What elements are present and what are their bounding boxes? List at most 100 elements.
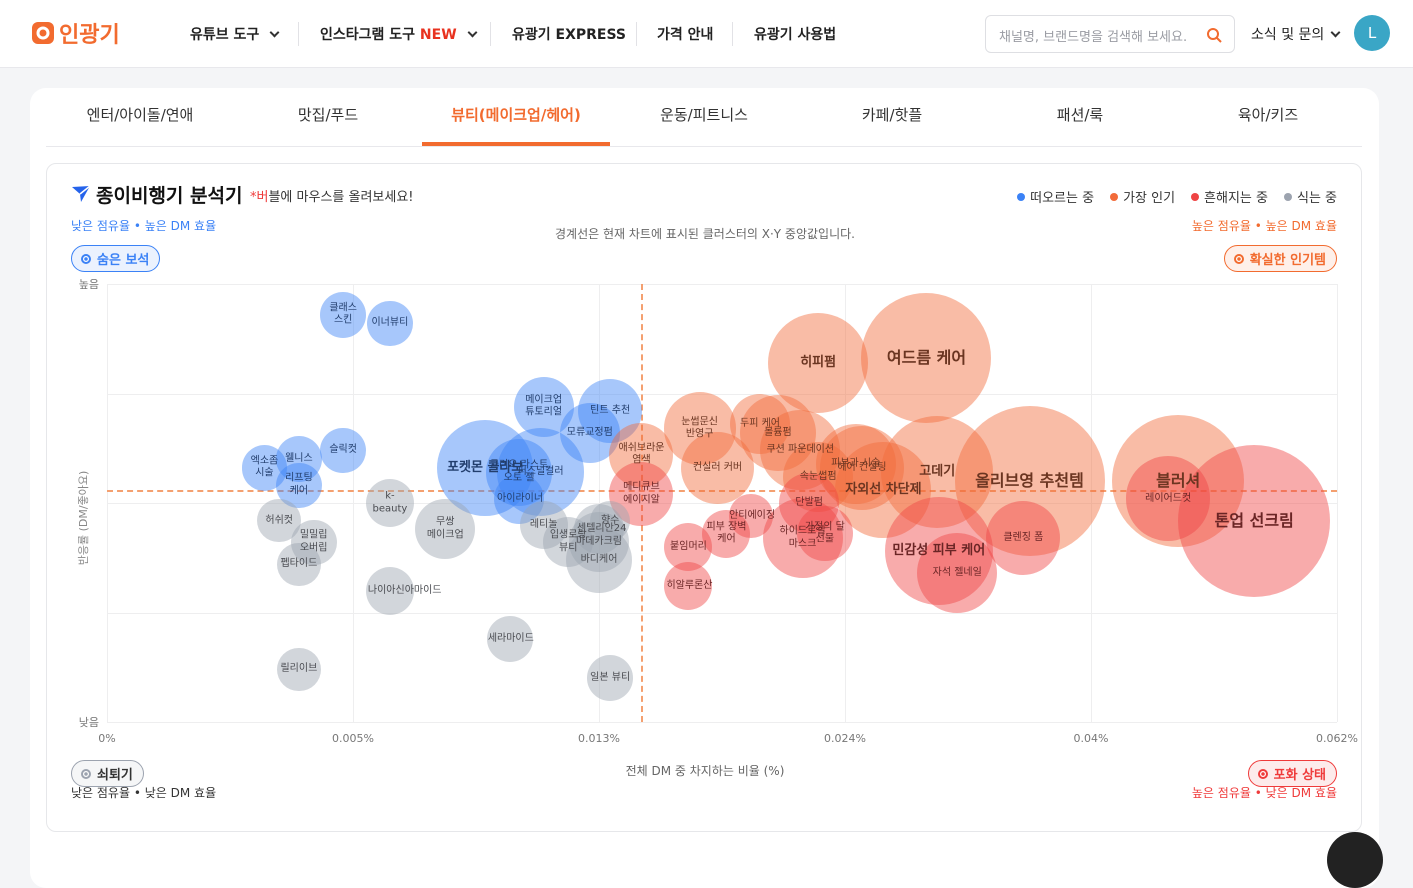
legend-dot (1017, 192, 1026, 201)
notice-menu[interactable]: 소식 및 문의 (1251, 24, 1341, 44)
tab[interactable]: 패션/룩 (1056, 106, 1104, 124)
bubble[interactable] (609, 422, 674, 487)
tab[interactable]: 엔터/아이돌/연애 (86, 106, 194, 124)
quadrant-label: 포화 상태 (1273, 768, 1326, 783)
legend-dot (1283, 192, 1292, 201)
quadrant-button[interactable]: 포화 상태 (1247, 760, 1337, 787)
bubble[interactable] (437, 420, 534, 516)
bubble[interactable] (496, 428, 585, 517)
quadrant-label: 확실한 인기템 (1249, 253, 1326, 268)
grid-line-h (107, 503, 1337, 504)
notice-text: 소식 및 문의 (1251, 27, 1325, 43)
bubble[interactable] (519, 500, 568, 549)
quadrant-button[interactable]: 쇠퇴기 (71, 760, 144, 787)
legend-label: 식는 중 (1296, 191, 1337, 206)
bubble[interactable] (783, 441, 854, 512)
logo-icon (32, 22, 54, 44)
bubble[interactable] (1112, 415, 1245, 548)
bubble[interactable] (835, 441, 932, 538)
bubble[interactable] (494, 473, 545, 524)
bubble[interactable] (275, 436, 322, 483)
bubble[interactable] (578, 379, 643, 444)
bubble[interactable] (664, 562, 713, 611)
legend: 떠오르는 중 가장 인기 흔해지는 중 식는 중 (1017, 187, 1337, 206)
hint: *버블에 마우스를 올려보세요! (250, 190, 414, 205)
tab[interactable]: 카페/핫플 (861, 106, 923, 124)
nav-item[interactable]: 유광기 EXPRESS (512, 27, 627, 43)
x-axis-title: 전체 DM 중 차지하는 비율 (%) (625, 764, 785, 778)
bubble[interactable] (681, 431, 754, 504)
bubble[interactable] (415, 499, 476, 560)
bubble[interactable] (739, 394, 816, 471)
bubble[interactable] (881, 416, 994, 529)
y-axis-title: 반응률 (DM/좋아요) (77, 470, 90, 566)
separator (636, 22, 637, 46)
bubble[interactable] (277, 647, 321, 692)
bubble[interactable] (1178, 444, 1331, 597)
bubble[interactable] (513, 376, 574, 437)
bubble[interactable] (664, 522, 713, 571)
legend-label: 흔해지는 중 (1204, 191, 1268, 206)
bubble[interactable] (729, 494, 773, 538)
bubble[interactable] (320, 291, 367, 338)
nav-item[interactable]: 유광기 사용법 (754, 27, 837, 43)
bubble[interactable] (320, 427, 367, 474)
nav-item[interactable]: 유튜브 도구 (190, 24, 280, 44)
bubble[interactable] (730, 394, 791, 455)
bubble[interactable] (663, 392, 736, 465)
bubble[interactable] (954, 406, 1105, 557)
bubble[interactable] (1126, 456, 1211, 541)
nav-item[interactable]: 인스타그램 도구 NEW (320, 24, 478, 44)
tab[interactable]: 맛집/푸드 (297, 106, 359, 124)
bubble[interactable] (815, 423, 896, 504)
bubble[interactable] (569, 512, 629, 573)
avatar[interactable]: L (1354, 15, 1390, 51)
search-box[interactable]: 채널명, 브랜드명을 검색해 보세요. (985, 15, 1235, 53)
bubble[interactable] (559, 402, 620, 463)
bubble[interactable] (762, 498, 843, 579)
bubble[interactable] (565, 526, 633, 594)
bubble[interactable] (760, 410, 841, 491)
tab[interactable]: 육아/키즈 (1237, 106, 1299, 124)
grid-line (599, 284, 600, 722)
legend-label: 떠오르는 중 (1030, 191, 1095, 206)
bubble[interactable] (590, 500, 631, 541)
quadrant-button[interactable]: 확실한 인기템 (1223, 245, 1337, 272)
bubble[interactable] (277, 542, 321, 587)
legend-dot (1191, 192, 1200, 201)
bubble[interactable] (290, 519, 337, 566)
bubble[interactable] (486, 615, 533, 662)
bubble[interactable] (702, 509, 751, 558)
bubble[interactable] (768, 312, 869, 413)
x-tick-label: 0% (98, 732, 116, 745)
bubble[interactable] (365, 566, 414, 615)
tab[interactable]: 뷰티(메이크업/헤어) (451, 106, 581, 124)
logo[interactable]: 인광기 (59, 23, 120, 48)
bubble[interactable] (986, 500, 1061, 576)
bubble[interactable] (275, 462, 322, 509)
quadrant-button[interactable]: 숨은 보석 (71, 245, 161, 272)
bubble[interactable] (257, 498, 301, 543)
bubble[interactable] (609, 462, 674, 527)
quadrant-desc: 낮은 점유율 • 낮은 DM 효율 (71, 786, 217, 800)
bubble[interactable] (779, 473, 840, 533)
bubble[interactable] (574, 504, 624, 555)
tab[interactable]: 운동/피트니스 (660, 106, 748, 124)
bubble[interactable] (543, 517, 594, 568)
bubble[interactable] (884, 497, 993, 606)
bubble[interactable] (485, 439, 553, 506)
bubble[interactable] (917, 533, 998, 614)
bubble[interactable] (366, 300, 413, 347)
bubble[interactable] (819, 425, 905, 511)
grid-line-h (107, 612, 1337, 614)
bubble[interactable] (861, 293, 992, 424)
bubble[interactable] (587, 655, 634, 702)
bubble[interactable] (365, 479, 414, 527)
bubble[interactable] (241, 445, 288, 491)
separator (732, 22, 733, 46)
legend-item: 흔해지는 중 (1191, 187, 1268, 206)
bubble[interactable] (797, 505, 853, 562)
floating-button[interactable] (1327, 832, 1383, 888)
legend-label: 가장 인기 (1123, 191, 1176, 206)
nav-item[interactable]: 가격 안내 (657, 27, 714, 43)
